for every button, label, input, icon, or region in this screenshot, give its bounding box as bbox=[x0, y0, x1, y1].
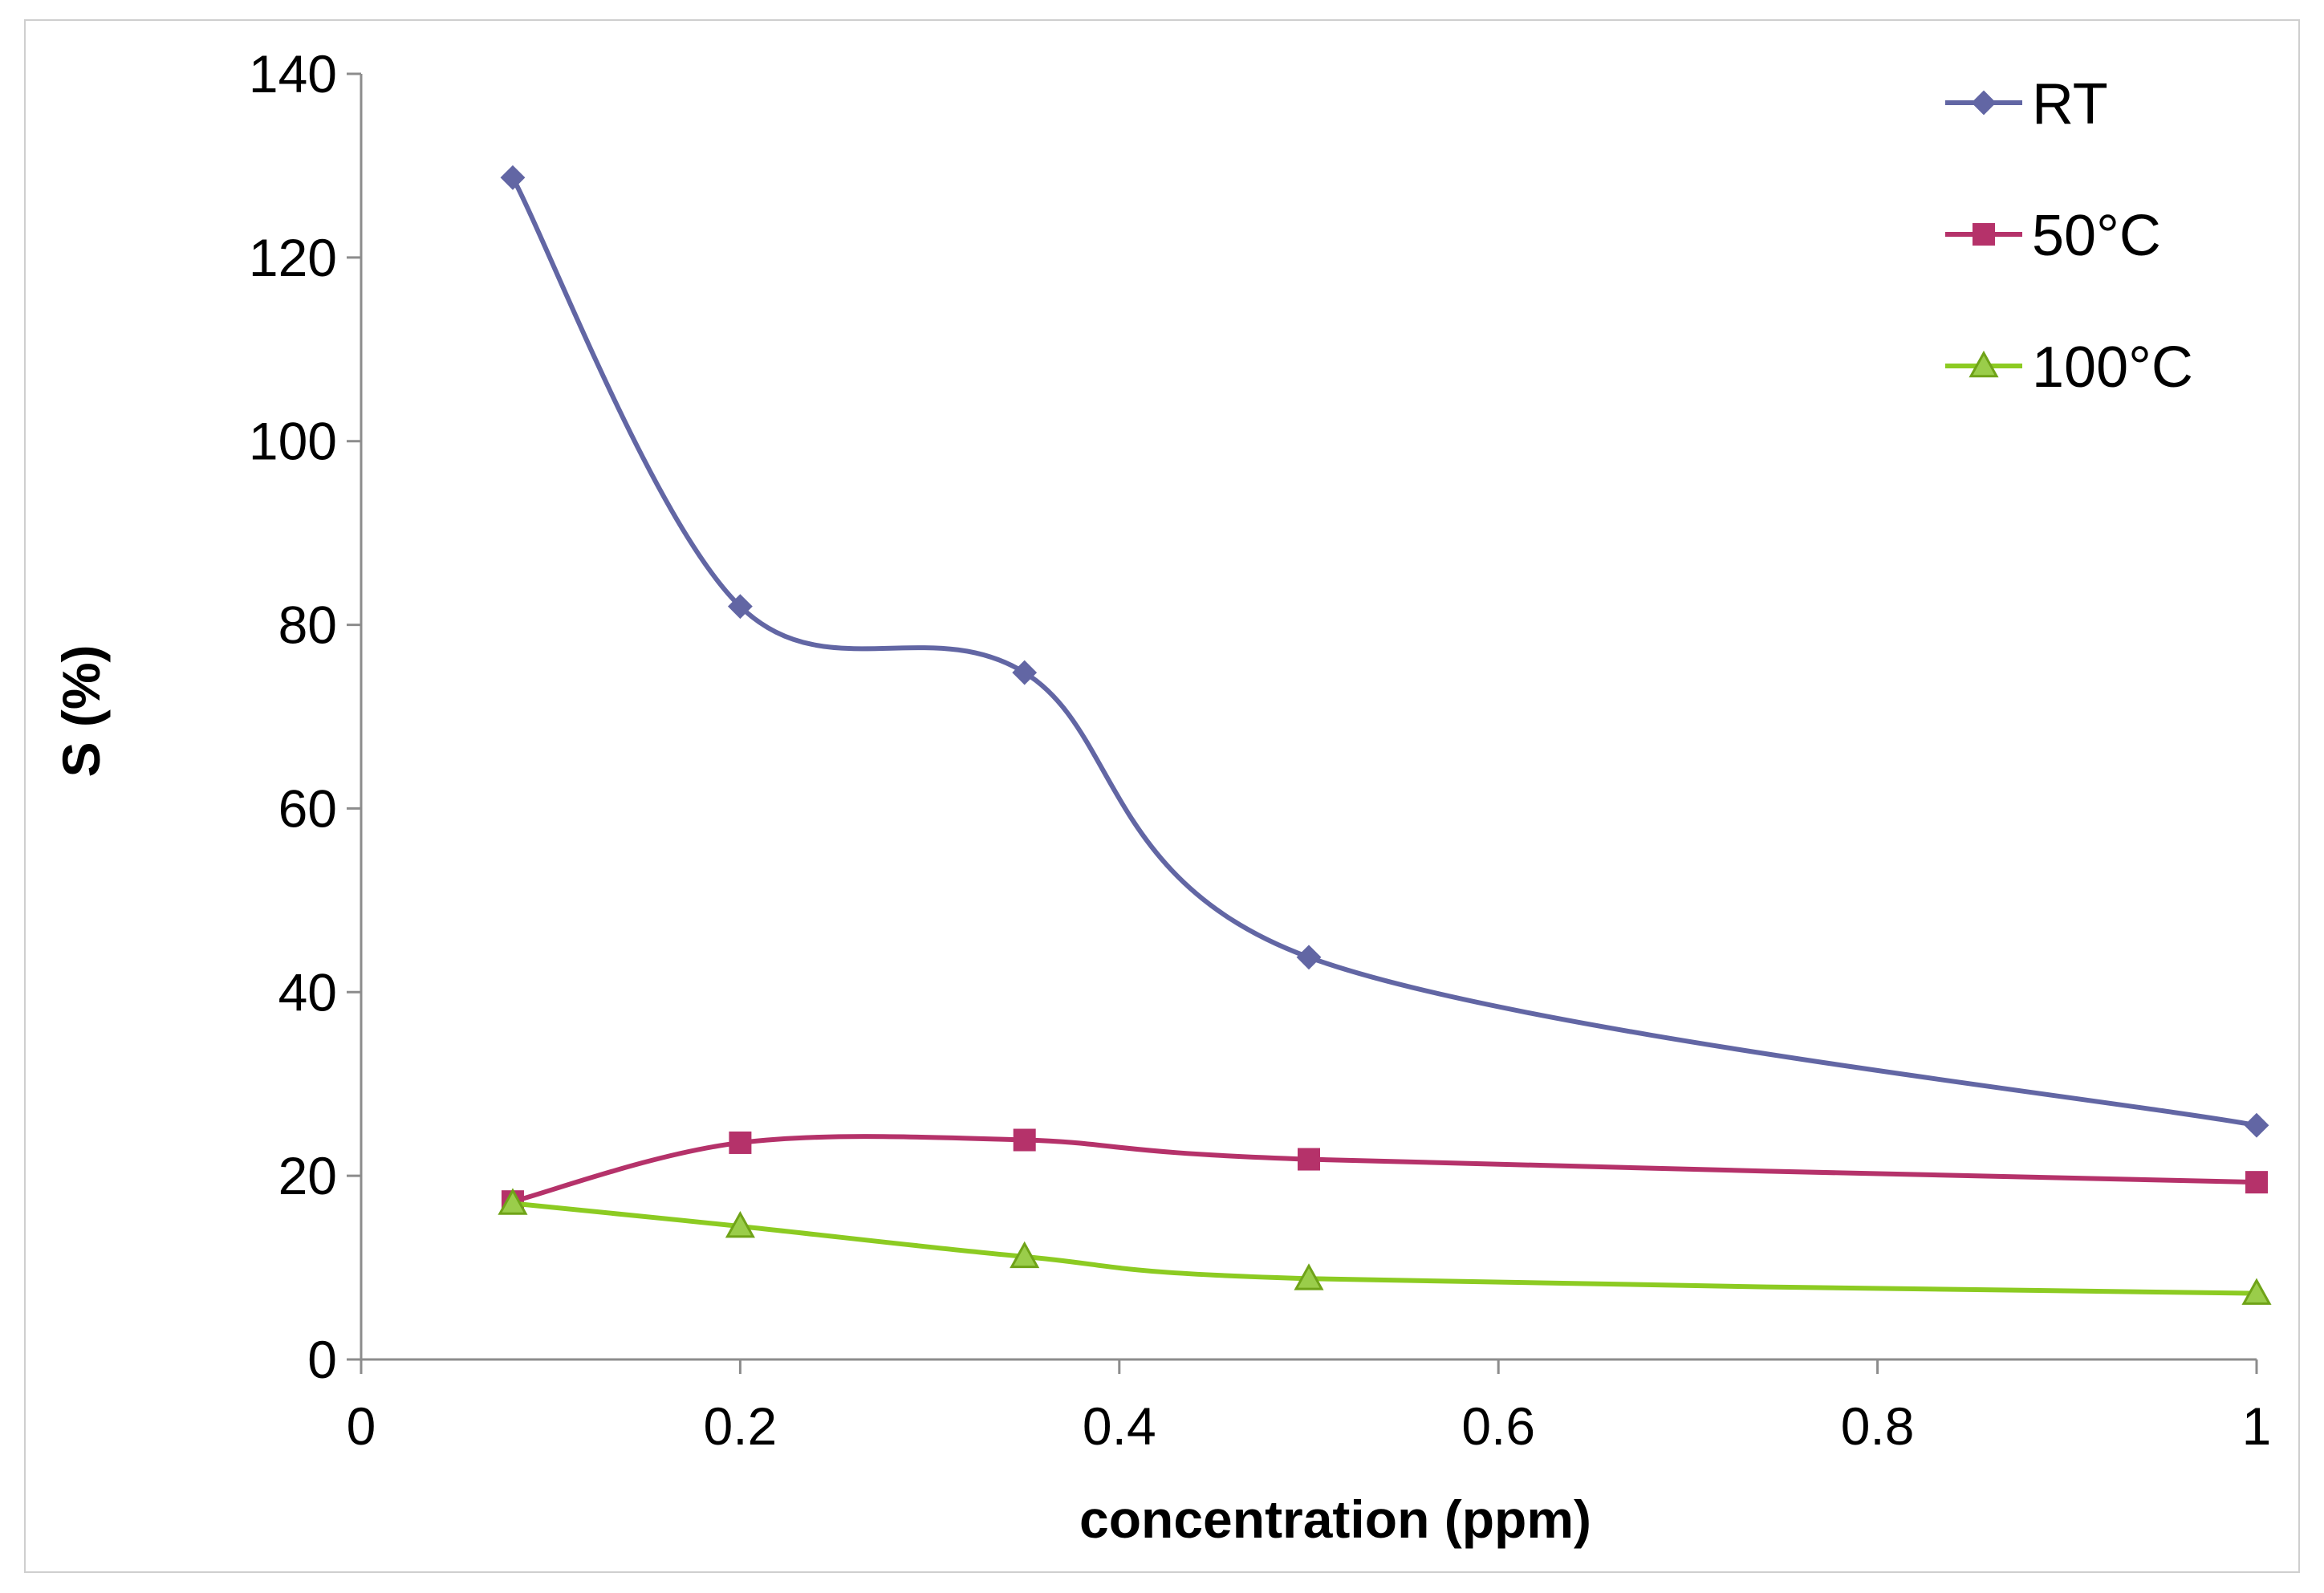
x-tick-label: 0.4 bbox=[1083, 1396, 1156, 1456]
data-point bbox=[1296, 945, 1322, 970]
x-tick-label: 0.6 bbox=[1461, 1396, 1535, 1456]
series-line bbox=[510, 175, 2259, 1128]
y-tick-label: 60 bbox=[278, 778, 337, 838]
data-point bbox=[1012, 660, 1038, 685]
legend-swatch-marker bbox=[1973, 223, 1995, 246]
data-point bbox=[2245, 1171, 2268, 1194]
series-2 bbox=[498, 1188, 2272, 1305]
y-tick-label: 80 bbox=[278, 595, 337, 655]
data-point bbox=[498, 1188, 528, 1215]
data-point bbox=[727, 594, 753, 620]
series-line bbox=[510, 1201, 2259, 1296]
data-point bbox=[2241, 1278, 2272, 1305]
y-axis-title: S (%) bbox=[51, 645, 111, 778]
x-tick-label: 0.8 bbox=[1841, 1396, 1915, 1456]
data-point bbox=[1298, 1148, 1320, 1171]
legend-entry: RT bbox=[1945, 72, 2108, 136]
axes: 0 20 40 60 80 100 120 140 0 0.2 0.4 0.6 0.8 1 bbox=[249, 44, 2271, 1456]
y-tick-label: 120 bbox=[249, 228, 337, 287]
legend-swatch-marker bbox=[1971, 90, 1997, 116]
x-tick-label: 0 bbox=[347, 1396, 376, 1456]
y-tick-label: 140 bbox=[249, 44, 337, 104]
legend: RT 50°C 100°C bbox=[1945, 72, 2193, 400]
legend-entry: 50°C bbox=[1945, 204, 2161, 268]
legend-label: 50°C bbox=[2032, 204, 2161, 268]
y-tick-label: 40 bbox=[278, 962, 337, 1022]
y-tick-label: 100 bbox=[249, 412, 337, 471]
x-tick-label: 1 bbox=[2242, 1396, 2272, 1456]
chart-frame: 0 20 40 60 80 100 120 140 0 0.2 0.4 0.6 0.8 1 RT 50°C 1… bbox=[24, 19, 2300, 1573]
data-point bbox=[729, 1131, 752, 1154]
series-line bbox=[510, 1134, 2259, 1205]
legend-entry: 100°C bbox=[1945, 335, 2193, 400]
legend-swatch-marker bbox=[1968, 350, 1999, 378]
legend-label: RT bbox=[2032, 72, 2108, 136]
series-layer bbox=[498, 165, 2272, 1305]
data-point bbox=[500, 165, 526, 190]
x-tick-label: 0.2 bbox=[704, 1396, 778, 1456]
data-point bbox=[2244, 1112, 2269, 1138]
data-point bbox=[1294, 1263, 1324, 1290]
data-point bbox=[1013, 1128, 1036, 1152]
series-1 bbox=[501, 1128, 2268, 1213]
y-tick-label: 0 bbox=[307, 1330, 337, 1389]
data-point bbox=[1010, 1241, 1040, 1269]
legend-label: 100°C bbox=[2032, 335, 2193, 400]
y-tick-label: 20 bbox=[278, 1146, 337, 1205]
x-axis-title: concentration (ppm) bbox=[1079, 1489, 1591, 1549]
data-point bbox=[725, 1210, 755, 1238]
line-chart: 0 20 40 60 80 100 120 140 0 0.2 0.4 0.6 0.8 1 RT 50°C 1… bbox=[51, 44, 2272, 1549]
series-0 bbox=[500, 165, 2269, 1138]
